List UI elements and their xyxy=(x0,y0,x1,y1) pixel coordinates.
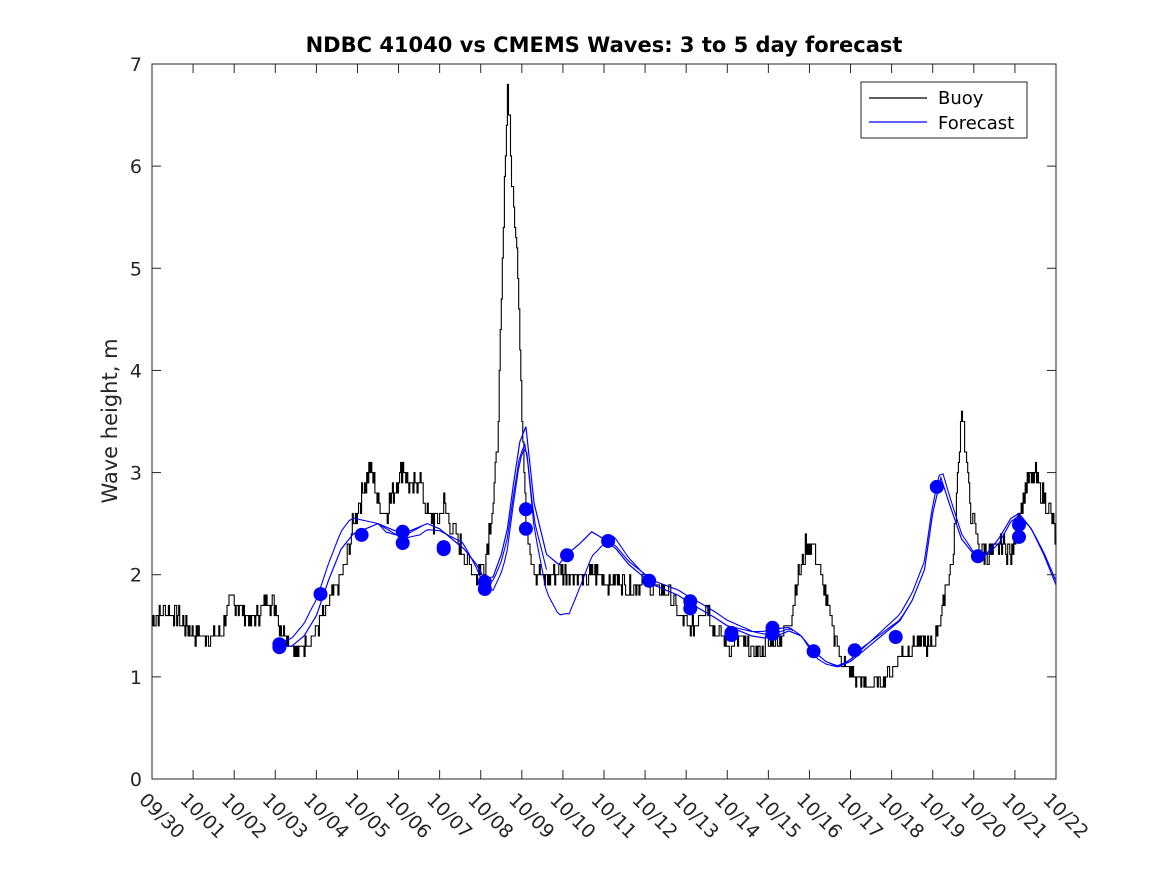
forecast-marker xyxy=(518,502,533,517)
forecast-marker xyxy=(395,524,410,539)
legend-box xyxy=(860,81,1028,139)
forecast-marker xyxy=(683,594,698,609)
forecast-marker xyxy=(642,573,657,588)
forecast-line-5 xyxy=(727,606,909,668)
forecast-marker xyxy=(847,643,862,658)
forecast-line-6 xyxy=(829,473,1057,667)
forecast-marker xyxy=(765,620,780,635)
y-tick-label: 7 xyxy=(130,54,142,76)
y-tick-label: 2 xyxy=(130,565,142,587)
forecast-line-4 xyxy=(603,536,794,635)
forecast-marker xyxy=(518,521,533,536)
y-tick-label: 1 xyxy=(130,667,142,689)
y-tick-label: 3 xyxy=(130,463,142,485)
forecast-marker xyxy=(806,644,821,659)
chart-title: NDBC 41040 vs CMEMS Waves: 3 to 5 day fo… xyxy=(306,33,903,57)
forecast-marker xyxy=(395,536,410,550)
y-tick-label: 4 xyxy=(130,360,142,382)
forecast-marker xyxy=(929,479,944,494)
forecast-marker xyxy=(477,574,492,589)
legend-forecast-label: Forecast xyxy=(938,113,1014,134)
legend: Buoy Forecast xyxy=(860,81,1028,139)
forecast-marker xyxy=(601,534,616,548)
forecast-marker xyxy=(724,625,739,640)
forecast-marker xyxy=(272,637,287,652)
forecast-marker xyxy=(1012,517,1026,532)
y-tick-label: 5 xyxy=(130,258,142,280)
forecast-marker xyxy=(313,587,328,602)
forecast-marker xyxy=(1012,529,1026,544)
y-tick-label: 0 xyxy=(130,769,142,791)
forecast-line-3 xyxy=(480,442,658,616)
forecast-marker xyxy=(970,549,985,564)
legend-buoy-label: Buoy xyxy=(938,88,984,109)
forecast-marker xyxy=(354,527,369,542)
forecast-marker xyxy=(888,630,903,644)
forecast-marker xyxy=(436,540,451,555)
y-axis-label: Wave height, m xyxy=(98,338,122,503)
forecast-marker xyxy=(560,548,574,563)
y-tick-label: 6 xyxy=(130,156,142,178)
buoy-series-line xyxy=(152,83,1057,688)
